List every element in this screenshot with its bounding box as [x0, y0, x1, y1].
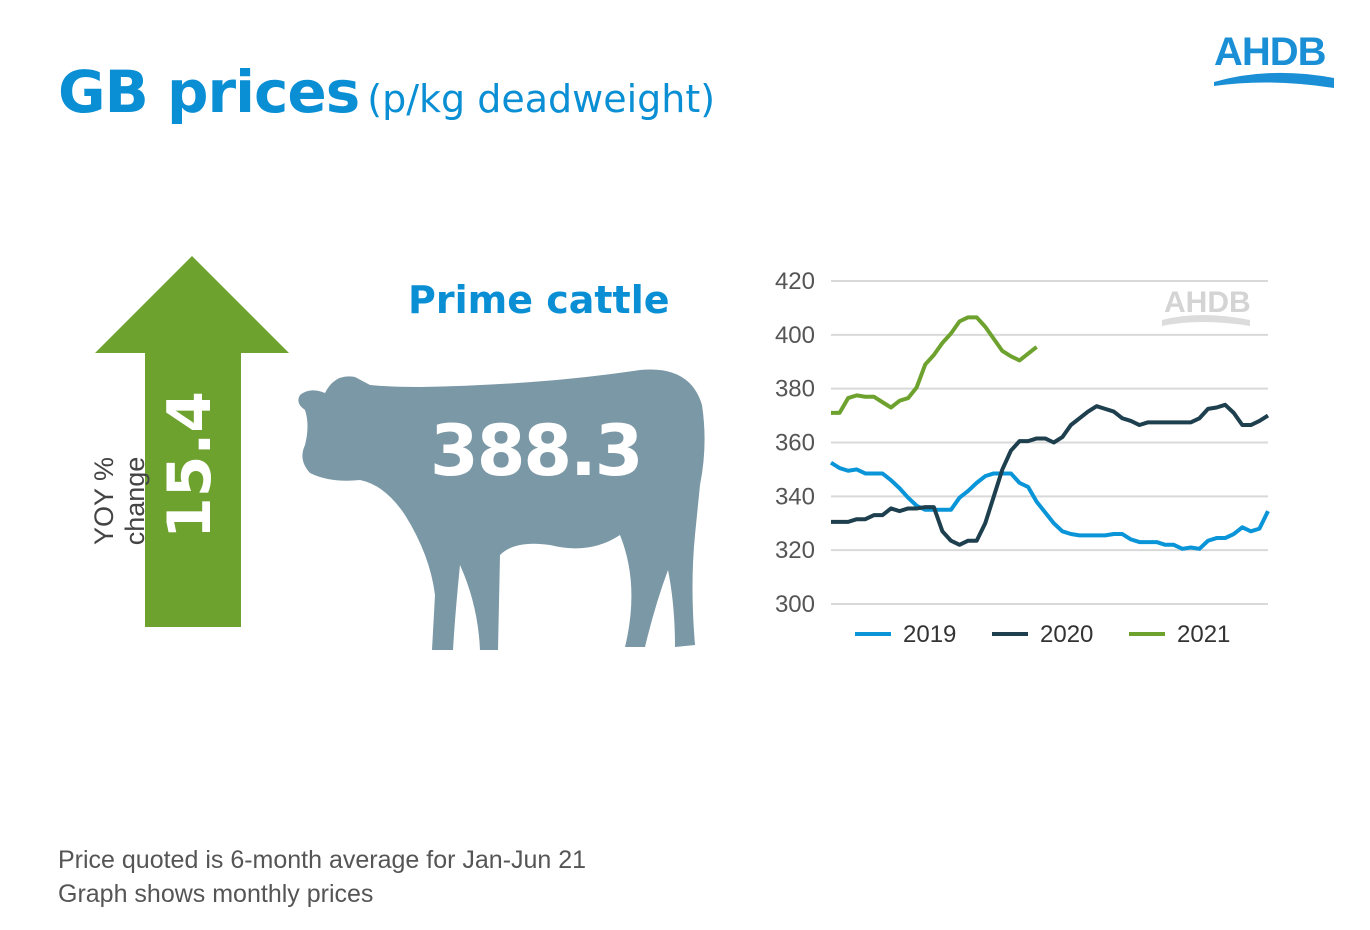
page-title: GB prices (p/kg deadweight)	[58, 58, 715, 126]
chart-watermark: AHDB	[1162, 286, 1251, 326]
ahdb-logo: AHDB	[1210, 30, 1340, 100]
series-line-2019	[829, 460, 1270, 551]
y-tick-label: 360	[775, 430, 815, 457]
title-main: GB prices	[58, 58, 360, 126]
card-title: Prime cattle	[408, 278, 670, 322]
legend-label: 2019	[903, 621, 956, 648]
yoy-value: 15.4	[155, 390, 225, 540]
footnote-line-2: Graph shows monthly prices	[58, 880, 374, 908]
series-line-2021	[831, 315, 1038, 415]
series-line-2020	[831, 402, 1270, 547]
footnote: Price quoted is 6-month average for Jan-…	[58, 843, 586, 911]
cow-icon	[298, 369, 705, 650]
y-tick-label: 300	[775, 591, 815, 618]
watermark-text: AHDB	[1164, 286, 1251, 319]
watermark-wave-icon	[1162, 315, 1250, 326]
y-tick-label: 400	[775, 322, 815, 349]
price-value: 388.3	[430, 410, 643, 492]
logo-text: AHDB	[1214, 30, 1327, 74]
title-subtitle: (p/kg deadweight)	[367, 77, 716, 121]
legend-label: 2020	[1040, 621, 1093, 648]
price-chart: 300 320 340 360 380 400 420 AHDB 2019 2020 2021	[775, 268, 1270, 648]
y-tick-label: 420	[775, 268, 815, 295]
legend-label: 2021	[1177, 621, 1230, 648]
y-tick-label: 320	[775, 537, 815, 564]
logo-wave-icon	[1214, 72, 1334, 88]
up-arrow-icon	[95, 256, 289, 627]
yoy-label: YOY % change	[89, 456, 150, 546]
y-tick-label: 380	[775, 376, 815, 403]
footnote-line-1: Price quoted is 6-month average for Jan-…	[58, 846, 587, 874]
y-tick-label: 340	[775, 483, 815, 510]
